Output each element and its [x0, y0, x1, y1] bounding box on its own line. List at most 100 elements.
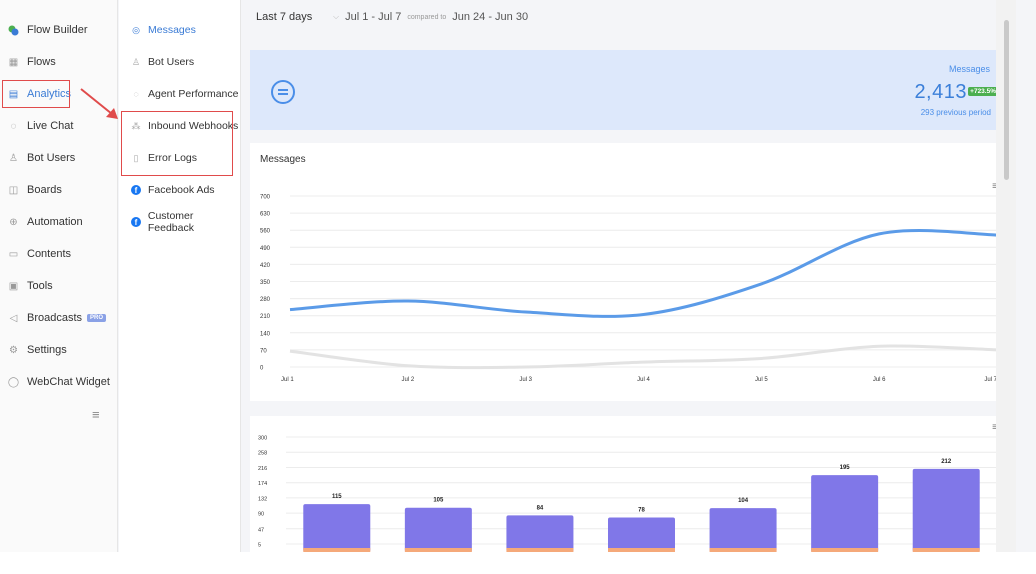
y-tick-label: 210: [260, 314, 271, 320]
sidebar-item-label: Flows: [27, 56, 56, 68]
sidebar-item-live-chat[interactable]: ◌ Live Chat: [0, 112, 118, 140]
subnav-item-facebook-ads[interactable]: f Facebook Ads: [119, 176, 241, 204]
message-icon: ◎: [132, 24, 140, 35]
previous-period-text: 293 previous period: [920, 108, 991, 117]
bar-value-label: 115: [332, 494, 342, 500]
user-icon: ♙: [131, 56, 141, 67]
bar: [404, 507, 472, 552]
bar-base: [404, 548, 472, 552]
bar-value-label: 84: [537, 505, 544, 511]
sidebar-item-boards[interactable]: ◫ Boards: [0, 176, 118, 204]
sidebar-item-flow-builder[interactable]: Flow Builder: [0, 16, 118, 44]
y-tick-label: 5: [258, 543, 261, 549]
compared-to-label: compared to: [407, 13, 447, 21]
subnav-item-bot-users[interactable]: ♙ Bot Users: [119, 48, 241, 76]
analytics-subnav: ◎ Messages ♙ Bot Users ◌ Agent Performan…: [119, 0, 241, 552]
change-badge: +723.5%: [968, 87, 998, 96]
bar-base: [709, 548, 777, 552]
x-tick-label: Jul 6: [873, 377, 886, 383]
board-icon: ◫: [8, 184, 19, 196]
subnav-item-label: Messages: [148, 24, 196, 36]
message-icon: [271, 80, 295, 104]
x-tick-label: Jul 4: [637, 377, 650, 383]
y-tick-label: 700: [260, 195, 271, 201]
bar-base: [912, 548, 980, 552]
subnav-item-messages[interactable]: ◎ Messages: [119, 16, 241, 44]
sidebar-item-automation[interactable]: ⊕ Automation: [0, 208, 118, 236]
sidebar-item-analytics[interactable]: ▤ Analytics: [0, 80, 118, 108]
bar: [912, 468, 980, 552]
bar-base: [608, 548, 675, 552]
analytics-highlight-box: [2, 80, 70, 108]
gear-icon: ⚙: [9, 344, 18, 356]
grid-icon: ▦: [8, 56, 19, 68]
sidebar-item-label: Tools: [27, 280, 53, 292]
sidebar-item-contents[interactable]: ▭ Contents: [0, 240, 118, 268]
scrollbar-thumb[interactable]: [1004, 20, 1009, 180]
date-range-select[interactable]: Last 7 days: [256, 11, 313, 23]
bar-value-label: 105: [433, 498, 444, 504]
y-tick-label: 258: [258, 451, 267, 457]
webhook-icon: ⁂: [131, 120, 141, 131]
x-tick-label: Jul 3: [519, 377, 532, 383]
sidebar-item-settings[interactable]: ⚙ Settings: [0, 336, 118, 364]
chart-menu-icon[interactable]: ≡: [992, 422, 998, 433]
stat-label: Messages: [948, 64, 990, 74]
subnav-item-label: Facebook Ads: [148, 184, 215, 196]
bar: [608, 517, 675, 552]
y-tick-label: 630: [260, 212, 271, 218]
chart-menu-icon[interactable]: ≡: [992, 181, 998, 192]
sidebar-item-label: Settings: [27, 344, 67, 356]
bar: [709, 508, 777, 552]
series-line-previous: [289, 344, 998, 370]
sidebar-item-label: Bot Users: [27, 152, 76, 164]
sidebar-item-label: Broadcasts: [27, 312, 83, 324]
stat-value: 2,413: [914, 81, 967, 103]
y-tick-label: 0: [260, 366, 264, 372]
contents-icon: ▭: [8, 248, 19, 260]
pro-badge: PRO: [87, 314, 107, 322]
subnav-item-agent-performance[interactable]: ◌ Agent Performance: [119, 80, 241, 108]
automation-icon: ⊕: [9, 216, 18, 228]
sidebar-item-webchat-widget[interactable]: ◯ WebChat Widget: [0, 368, 118, 396]
subnav-item-label: Inbound Webhooks: [148, 120, 239, 132]
scrollbar[interactable]: [996, 0, 1016, 552]
collapse-menu-icon[interactable]: ≡: [92, 407, 100, 422]
bar-value-label: 195: [840, 465, 851, 471]
user-icon: ♙: [9, 152, 18, 164]
y-tick-label: 350: [260, 280, 271, 286]
bar-base: [506, 548, 574, 552]
main-sidebar: Flow Builder ▦ Flows ▤ Analytics ◌ Live …: [0, 0, 118, 552]
subnav-item-customer-feedback[interactable]: f Customer Feedback: [119, 208, 241, 236]
y-tick-label: 420: [260, 263, 271, 269]
y-tick-label: 560: [260, 229, 271, 235]
y-tick-label: 490: [260, 246, 271, 252]
x-tick-label: Jul 7: [984, 377, 997, 383]
sidebar-item-label: Live Chat: [27, 120, 74, 132]
date-comparison[interactable]: ⌵ Jul 1 - Jul 7 compared to Jun 24 - Jun…: [333, 11, 528, 23]
sidebar-item-tools[interactable]: ▣ Tools: [0, 272, 118, 300]
sidebar-item-label: Automation: [27, 216, 83, 228]
sidebar-item-label: Analytics: [27, 88, 72, 100]
sidebar-item-label: Flow Builder: [27, 24, 88, 36]
bar: [811, 475, 879, 552]
facebook-icon: f: [131, 217, 141, 227]
document-icon: ▯: [133, 152, 139, 163]
subnav-item-error-logs[interactable]: ▯ Error Logs: [119, 144, 241, 172]
sidebar-item-flows[interactable]: ▦ Flows: [0, 48, 118, 76]
x-tick-label: Jul 5: [755, 377, 768, 383]
x-tick-label: Jul 2: [401, 377, 414, 383]
subnav-item-label: Agent Performance: [148, 88, 239, 100]
y-tick-label: 47: [258, 527, 264, 533]
previous-range: Jun 24 - Jun 30: [452, 11, 529, 23]
bottom-bar: [0, 552, 1036, 574]
bar-chart: 5 47 90 132 174 216 258 300 115 105 84 78 104 195 212: [258, 436, 997, 552]
subnav-item-inbound-webhooks[interactable]: ⁂ Inbound Webhooks: [119, 112, 241, 140]
analytics-icon: ▤: [8, 88, 19, 100]
sidebar-item-broadcasts[interactable]: ◁ Broadcasts PRO: [0, 304, 118, 332]
subnav-item-label: Error Logs: [148, 152, 198, 164]
annotation-arrow: [80, 88, 118, 119]
y-tick-label: 280: [260, 297, 271, 303]
sidebar-item-bot-users[interactable]: ♙ Bot Users: [0, 144, 118, 172]
sidebar-item-label: Contents: [27, 248, 72, 260]
